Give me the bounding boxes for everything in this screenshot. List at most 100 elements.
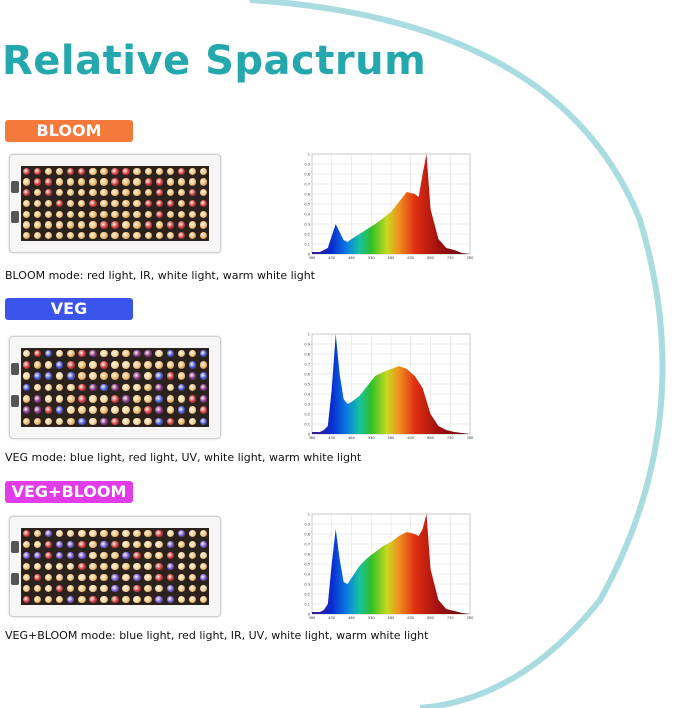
led — [133, 417, 141, 426]
led — [144, 167, 152, 175]
x-tick-label: 730 — [447, 256, 454, 260]
y-tick-label: 0.5 — [304, 383, 310, 387]
led — [100, 551, 108, 560]
x-tick-label: 680 — [427, 616, 434, 620]
led — [166, 349, 175, 358]
badge-bloom: BLOOM — [5, 120, 133, 142]
led — [188, 383, 197, 392]
x-tick-label: 780 — [467, 436, 474, 440]
led — [144, 395, 152, 403]
led — [144, 595, 152, 604]
y-tick-label: 0.6 — [304, 553, 310, 557]
led — [67, 383, 75, 392]
led — [133, 210, 141, 218]
led — [33, 199, 42, 208]
led — [144, 372, 152, 380]
x-tick-label: 530 — [368, 436, 375, 440]
led — [133, 189, 141, 197]
led — [33, 232, 42, 240]
y-tick-label: 0.3 — [304, 583, 310, 587]
led — [177, 189, 185, 197]
led — [89, 562, 97, 571]
led — [89, 221, 97, 229]
led — [122, 372, 130, 380]
led — [199, 167, 208, 175]
led — [33, 167, 42, 175]
led — [33, 417, 42, 426]
led — [56, 199, 64, 208]
led-panel-veg-bloom — [9, 516, 221, 617]
led — [100, 349, 108, 358]
led — [111, 221, 119, 229]
led — [122, 232, 130, 240]
led — [55, 584, 64, 593]
led — [111, 210, 119, 218]
led — [78, 178, 86, 186]
led — [155, 383, 163, 392]
led — [44, 372, 53, 380]
x-tick-label: 430 — [328, 616, 335, 620]
led — [111, 383, 119, 392]
led — [188, 210, 197, 218]
y-tick-label: 0.1 — [304, 603, 310, 607]
led — [199, 529, 208, 538]
led — [166, 551, 175, 560]
led — [100, 199, 108, 208]
led — [199, 383, 208, 392]
led — [177, 232, 185, 240]
x-tick-label: 580 — [388, 616, 395, 620]
led — [144, 199, 152, 208]
spectrum-chart-veg-bloom: 0 0.1 0.2 0.3 0.4 0.5 0.6 0.7 0.8 0.9 1 380 430 480 53… — [304, 513, 473, 621]
led — [44, 562, 53, 571]
led — [100, 167, 108, 175]
led — [144, 383, 152, 392]
led — [177, 178, 185, 186]
led — [100, 178, 108, 186]
led — [122, 349, 130, 358]
led — [199, 178, 208, 186]
panel-knob — [11, 211, 19, 223]
led — [133, 178, 141, 186]
led — [133, 349, 141, 358]
led — [67, 595, 75, 604]
led — [100, 383, 108, 392]
led — [144, 189, 152, 197]
led — [78, 372, 86, 380]
led — [177, 372, 186, 380]
led — [111, 361, 119, 369]
led — [78, 584, 86, 593]
led — [122, 178, 130, 186]
x-tick-label: 680 — [427, 256, 434, 260]
led — [33, 189, 42, 197]
y-tick-label: 0.5 — [304, 563, 310, 567]
led — [155, 417, 163, 426]
led — [22, 232, 31, 240]
led — [111, 167, 119, 175]
led — [133, 199, 141, 208]
caption-veg: VEG mode: blue light, red light, UV, whi… — [5, 451, 362, 464]
led — [122, 540, 130, 549]
y-tick-label: 0.1 — [304, 243, 310, 247]
led — [89, 540, 97, 549]
led — [177, 167, 185, 175]
led — [33, 540, 42, 549]
led — [33, 529, 42, 538]
led — [122, 199, 130, 208]
panel-knob — [11, 541, 19, 553]
led — [33, 551, 42, 560]
led — [166, 361, 175, 369]
led — [155, 178, 163, 186]
led — [133, 595, 141, 604]
led — [78, 221, 86, 229]
led — [166, 210, 174, 218]
led — [22, 199, 31, 208]
y-tick-label: 0.9 — [304, 163, 310, 167]
led — [133, 406, 141, 414]
led — [188, 372, 197, 380]
led — [188, 232, 197, 240]
led — [177, 199, 185, 208]
led — [133, 395, 141, 403]
led — [144, 540, 152, 549]
led — [33, 361, 42, 369]
led — [144, 210, 152, 218]
